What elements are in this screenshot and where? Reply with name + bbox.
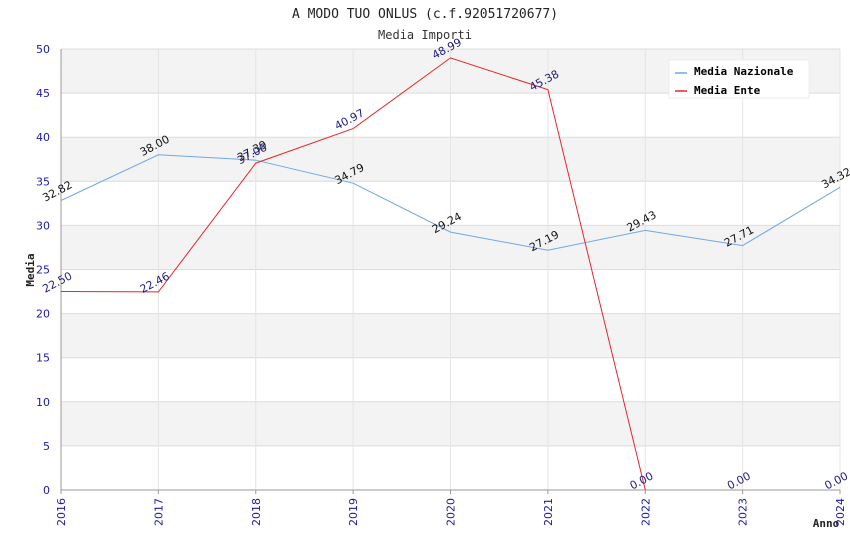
y-tick-label: 30 <box>36 219 50 232</box>
y-tick-label: 40 <box>36 131 50 144</box>
chart-series-lines <box>60 57 841 491</box>
y-tick-label: 50 <box>36 43 50 56</box>
y-tick-label: 5 <box>43 440 50 453</box>
legend-label-media-ente: Media Ente <box>694 84 761 97</box>
y-axis-ticks: 0 5 10 15 20 25 30 35 40 45 50 <box>36 43 50 497</box>
y-tick-label: 45 <box>36 87 50 100</box>
x-axis-ticks: 2016 2017 2018 2019 2020 2021 2022 2023 2024 <box>55 498 847 526</box>
series-line-media-ente <box>60 57 646 491</box>
chart-subtitle: Media Importi <box>378 28 472 42</box>
x-tick-label: 2019 <box>347 498 360 526</box>
y-tick-label: 0 <box>43 484 50 497</box>
x-axis-title: Anno <box>813 517 840 530</box>
y-tick-label: 15 <box>36 352 50 365</box>
x-tick-label: 2016 <box>55 498 68 526</box>
chart-title: A MODO TUO ONLUS (c.f.92051720677) <box>292 7 558 22</box>
chart-axes <box>60 49 841 494</box>
x-tick-label: 2021 <box>542 498 555 526</box>
x-tick-label: 2018 <box>250 498 263 526</box>
chart-legend: Media Nazionale Media Ente <box>668 59 810 99</box>
y-tick-label: 25 <box>36 264 50 277</box>
x-tick-label: 2023 <box>737 498 750 526</box>
y-axis-title: Media <box>24 253 37 286</box>
x-tick-label: 2017 <box>152 498 165 526</box>
y-tick-label: 10 <box>36 396 50 409</box>
y-tick-label: 35 <box>36 175 50 188</box>
y-tick-label: 20 <box>36 308 50 321</box>
x-tick-label: 2020 <box>445 498 458 526</box>
legend-box <box>668 59 810 99</box>
x-tick-label: 2024 <box>834 498 847 526</box>
legend-label-media-nazionale: Media Nazionale <box>694 65 794 78</box>
series-line-media-nazionale <box>60 154 841 251</box>
x-tick-label: 2022 <box>639 498 652 526</box>
